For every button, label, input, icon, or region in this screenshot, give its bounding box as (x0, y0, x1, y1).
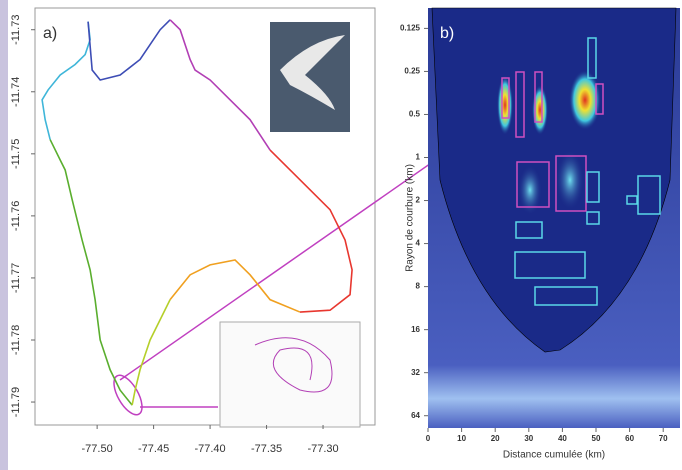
track (169, 19, 271, 151)
x-tick-label: 40 (558, 434, 567, 443)
x-tick-label: -77.35 (251, 443, 282, 455)
y-tick-label: -11.73 (10, 15, 22, 45)
boxes-magenta (501, 71, 604, 212)
track (41, 21, 91, 140)
y-tick-label: 1 (416, 153, 421, 162)
panel-label: a) (43, 25, 57, 42)
y-tick-label: 2 (416, 196, 421, 205)
x-tick-label: 60 (625, 434, 634, 443)
x-axis-label: Distance cumulée (km) (503, 450, 605, 461)
y-tick-label: 4 (416, 239, 421, 248)
y-tick-label: 8 (416, 282, 421, 291)
inset-track (254, 337, 333, 393)
highlight (113, 374, 143, 416)
hotspot (497, 75, 513, 135)
side-strip (0, 0, 8, 470)
y-tick-label: 64 (411, 411, 420, 420)
y-tick-label: -11.78 (10, 325, 22, 355)
x-tick-label: -77.30 (307, 443, 338, 455)
x-tick-label: -77.50 (82, 443, 113, 455)
track (169, 259, 301, 313)
y-tick-label: 0.25 (404, 67, 420, 76)
y-tick-label: 0.125 (400, 24, 421, 33)
x-tick-label: -77.45 (138, 443, 169, 455)
hotspot (569, 70, 601, 130)
x-tick-label: -77.40 (194, 443, 225, 455)
panel-label: b) (440, 25, 454, 42)
x-tick-label: 50 (592, 434, 601, 443)
track (87, 19, 171, 81)
hotspot (556, 150, 584, 210)
track (131, 299, 171, 406)
boxes-cyan (514, 37, 661, 306)
y-tick-label: 0.5 (409, 110, 421, 119)
y-tick-label: -11.74 (10, 77, 22, 107)
track (49, 139, 133, 406)
x-tick-label: 10 (457, 434, 466, 443)
x-tick-label: 30 (524, 434, 533, 443)
cone (431, 7, 677, 353)
hotspot (518, 165, 542, 215)
inset (219, 321, 361, 428)
y-tick-label: 16 (411, 325, 420, 334)
bird (280, 35, 345, 110)
y-tick-label: 32 (411, 368, 420, 377)
y-tick-label: -11.79 (10, 387, 22, 417)
y-tick-label: -11.77 (10, 263, 22, 293)
x-tick-label: 20 (491, 434, 500, 443)
y-tick-label: -11.75 (10, 139, 22, 169)
x-tick-label: 0 (426, 434, 431, 443)
y-axis-label: Rayon de courbure (km) (405, 164, 416, 272)
x-tick-label: 70 (659, 434, 668, 443)
y-tick-label: -11.76 (10, 201, 22, 231)
track (269, 149, 353, 313)
